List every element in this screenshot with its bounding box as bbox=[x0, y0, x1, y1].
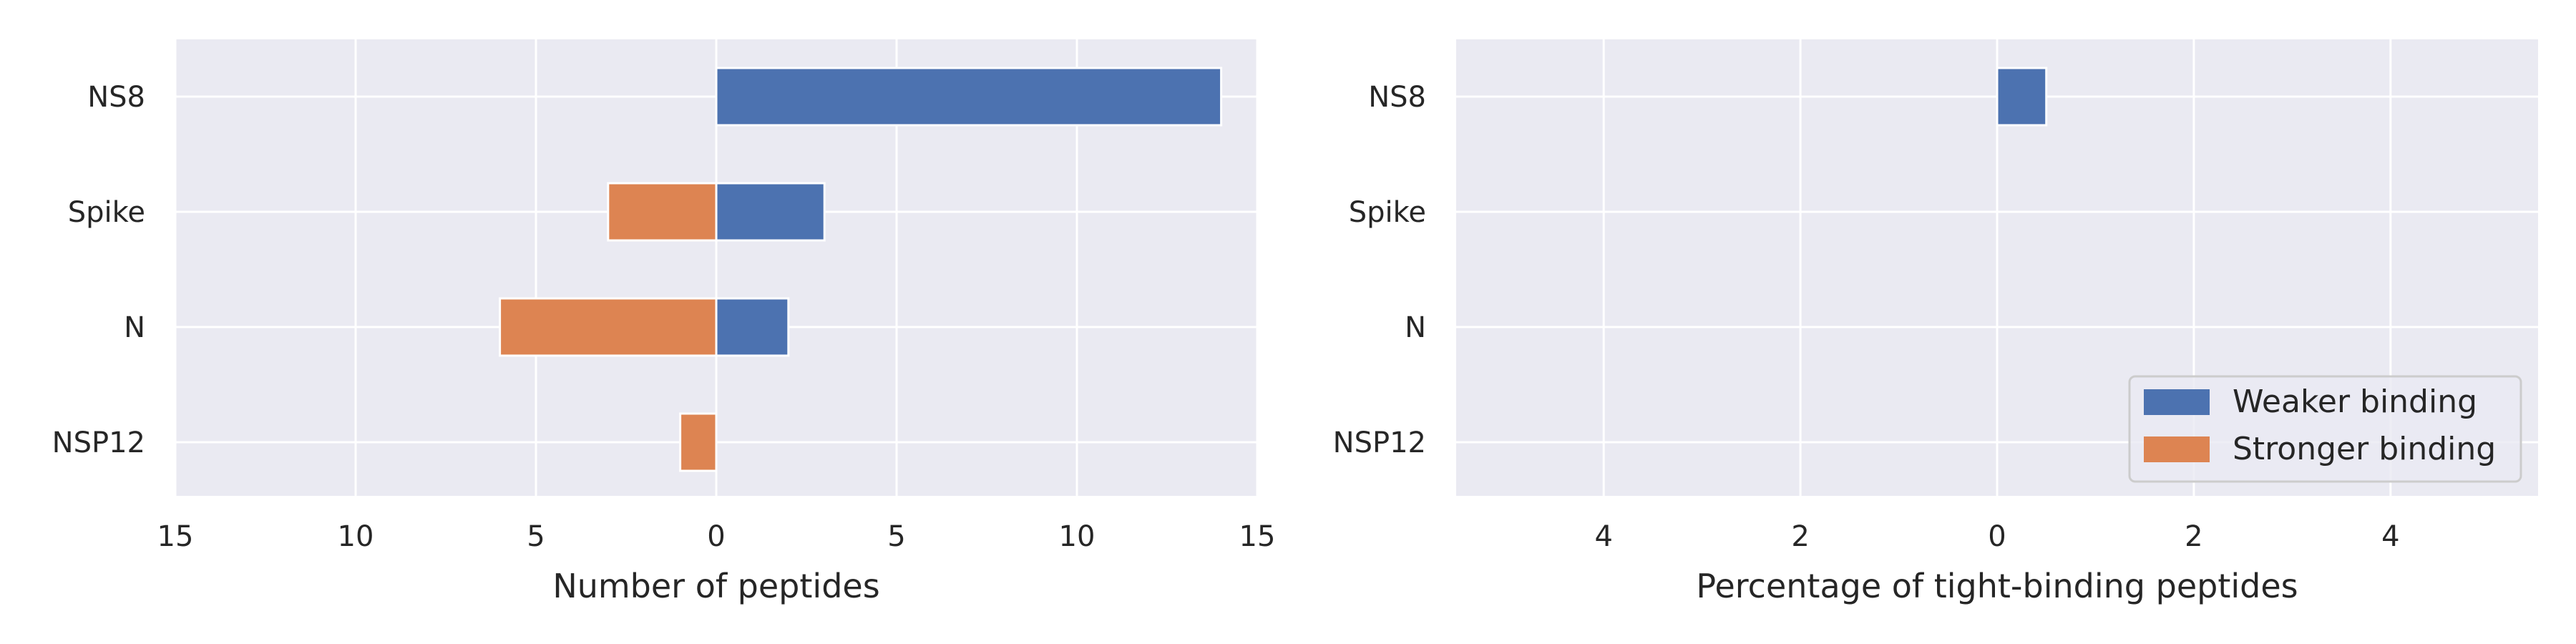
legend-label: Weaker binding bbox=[2233, 384, 2477, 420]
x-tick-label: 5 bbox=[527, 520, 545, 553]
bar-stronger-spike bbox=[607, 182, 718, 242]
x-tick-label: 2 bbox=[2185, 520, 2202, 553]
legend-swatch-stronger bbox=[2144, 436, 2210, 462]
y-tick-label: N bbox=[1405, 311, 1426, 344]
x-tick-label: 4 bbox=[1594, 520, 1612, 553]
y-tick-label: NS8 bbox=[1368, 81, 1426, 114]
bar-stronger-nsp12 bbox=[679, 412, 718, 472]
bar-weaker-n bbox=[715, 297, 790, 357]
x-tick-label: 15 bbox=[1239, 520, 1276, 553]
x-tick-label: 2 bbox=[1791, 520, 1809, 553]
x-tick-label: 15 bbox=[157, 520, 194, 553]
x-axis-label: Percentage of tight-binding peptides bbox=[1696, 567, 2298, 605]
bar-weaker-ns8 bbox=[715, 67, 1223, 127]
y-tick-label: NS8 bbox=[87, 81, 145, 114]
y-tick-label: N bbox=[124, 311, 145, 344]
y-tick-label: NSP12 bbox=[52, 426, 145, 459]
x-tick-label: 10 bbox=[338, 520, 374, 553]
bar-weaker-ns8 bbox=[1996, 67, 2048, 127]
x-tick-label: 0 bbox=[1988, 520, 2006, 553]
x-axis-label: Number of peptides bbox=[552, 567, 879, 605]
legend-label: Stronger binding bbox=[2233, 431, 2496, 467]
chart-panel-1: NS8 Spike N NSP12 15 10 5 0 5 10 15 Number of pepti… bbox=[52, 39, 1276, 605]
bar-weaker-spike bbox=[715, 182, 826, 242]
x-tick-label: 5 bbox=[887, 520, 905, 553]
x-tick-label: 10 bbox=[1059, 520, 1096, 553]
chart-panel-2: NS8 Spike N NSP12 4 2 0 2 4 Percentage of tight-b… bbox=[1333, 39, 2538, 605]
legend: Weaker binding Stronger binding bbox=[2128, 375, 2522, 483]
y-tick-label: Spike bbox=[1349, 196, 1426, 229]
y-tick-label: Spike bbox=[68, 196, 145, 229]
legend-swatch-weaker bbox=[2144, 389, 2210, 415]
bar-stronger-n bbox=[499, 297, 718, 357]
legend-frame bbox=[2128, 375, 2522, 483]
y-tick-label: NSP12 bbox=[1333, 426, 1426, 459]
x-tick-label: 0 bbox=[707, 520, 725, 553]
x-tick-label: 4 bbox=[2381, 520, 2399, 553]
